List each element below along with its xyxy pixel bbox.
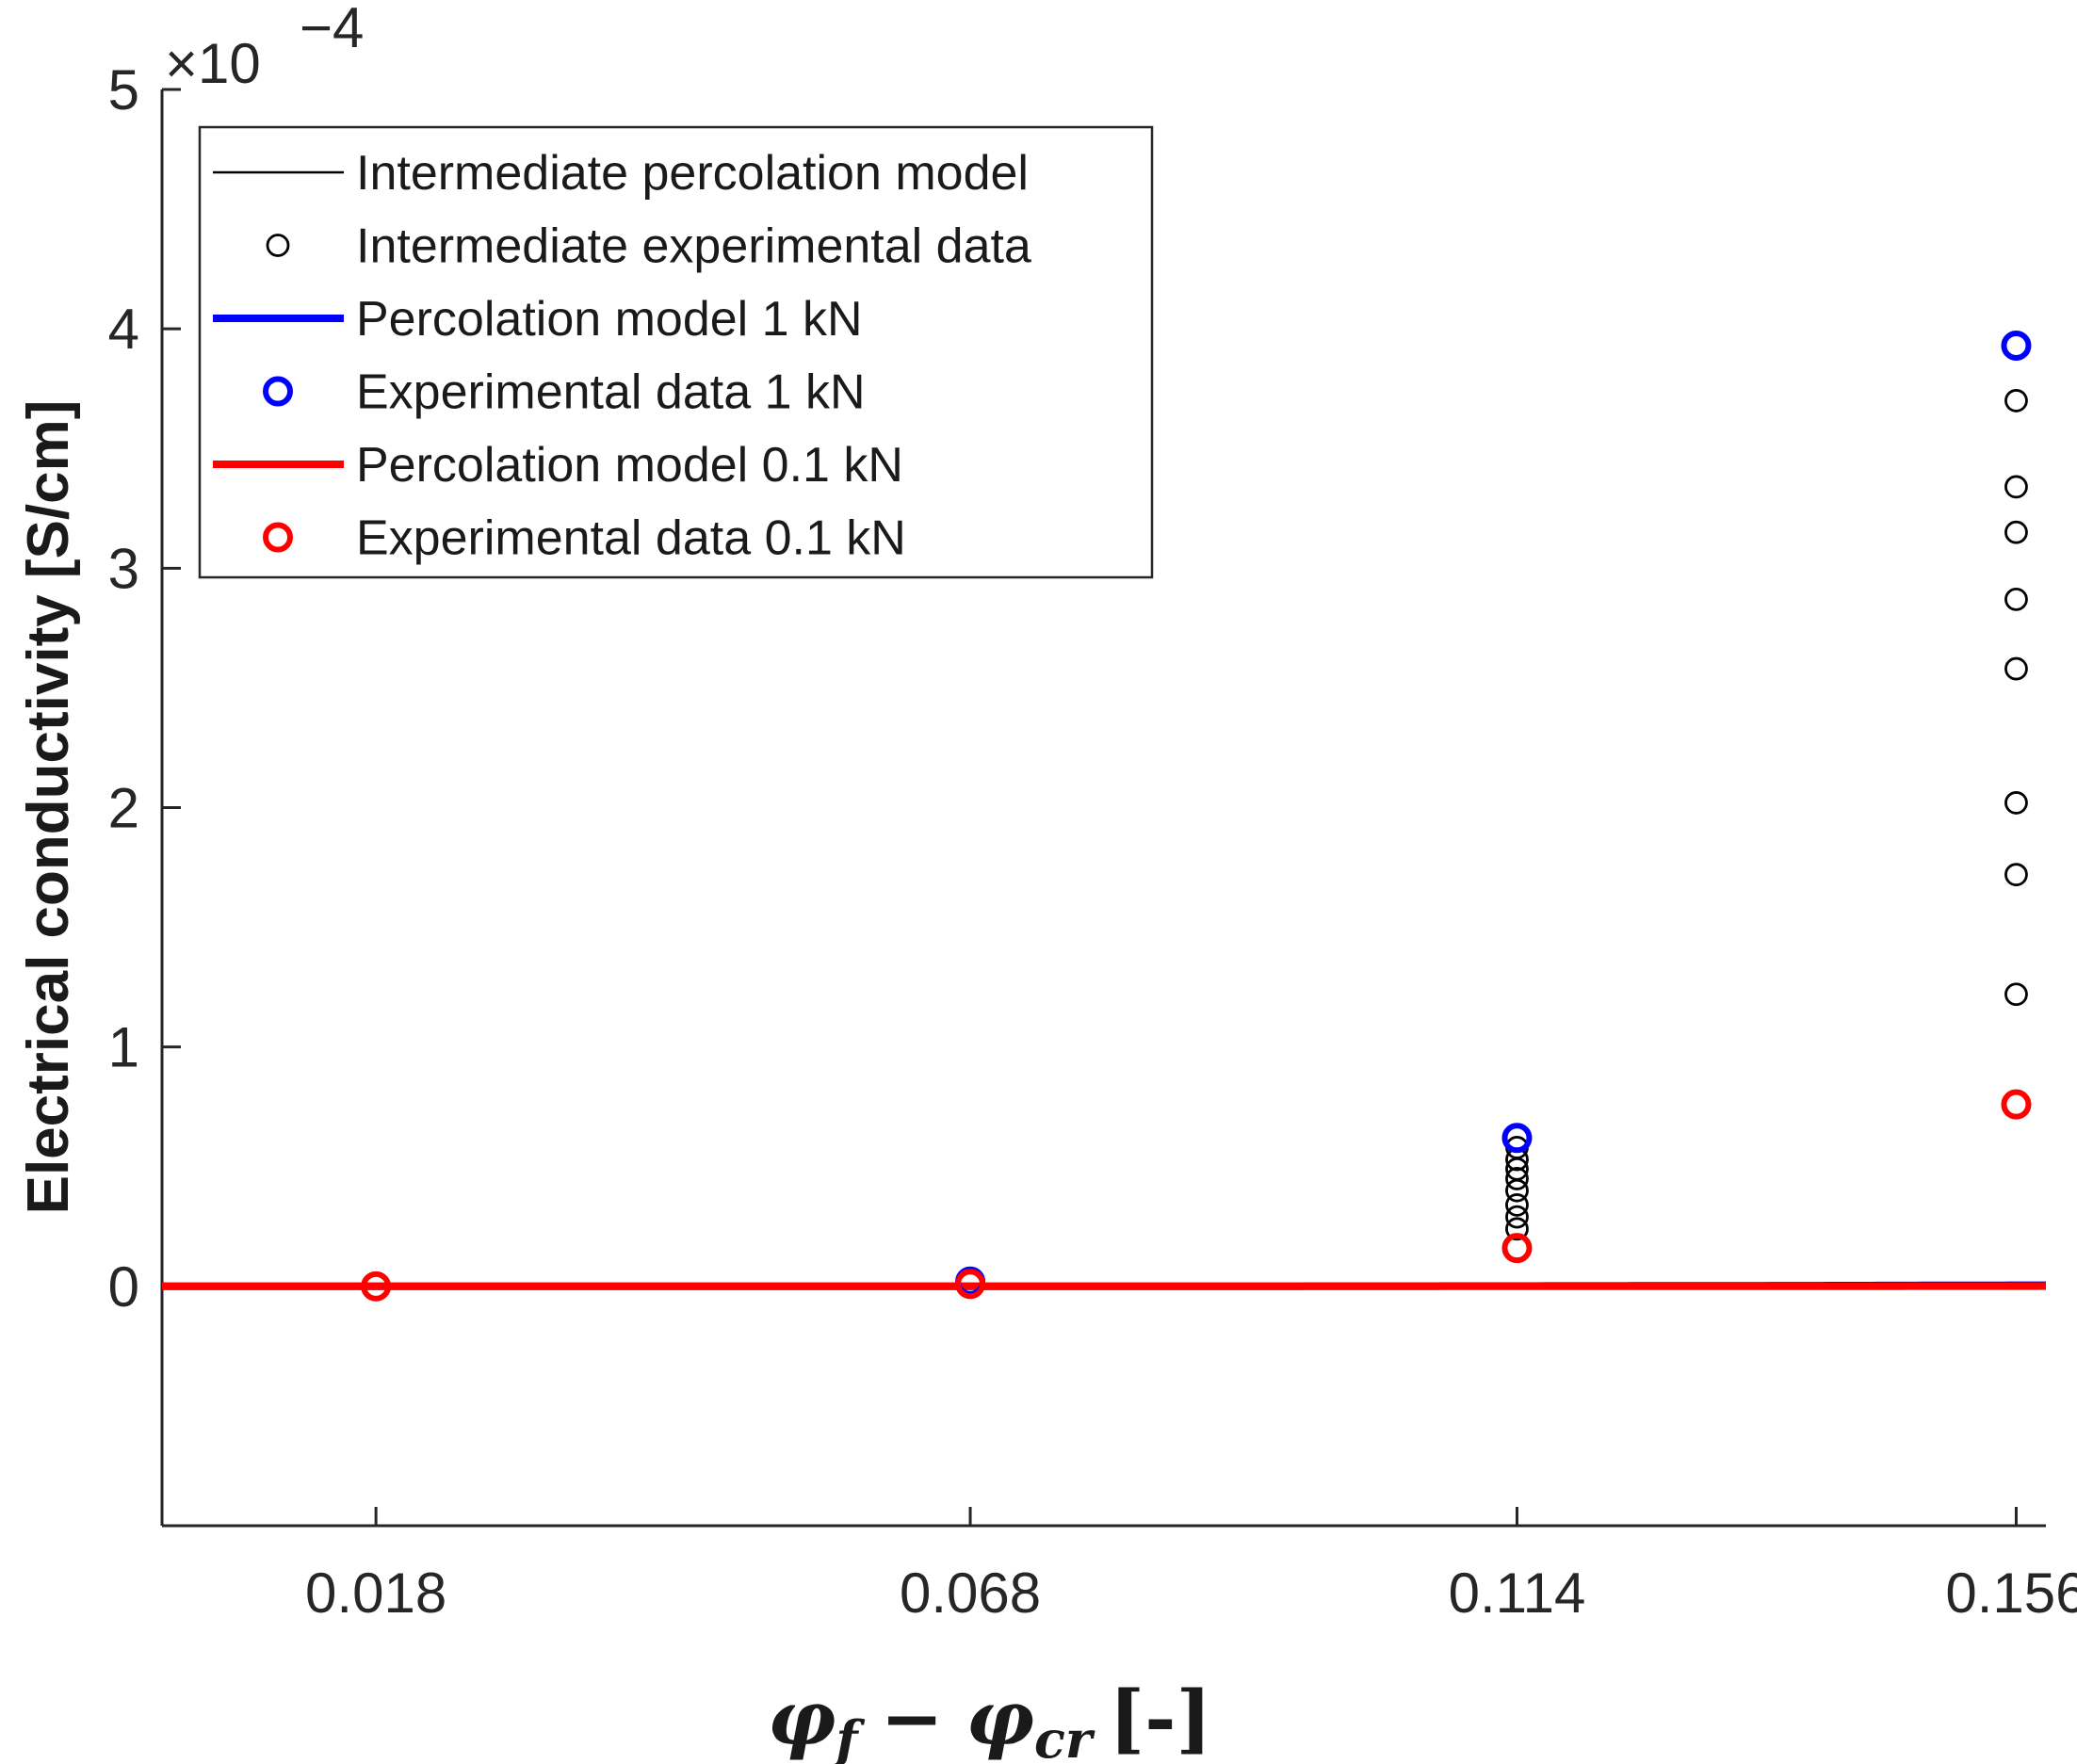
y-tick-label: 0 xyxy=(108,1255,139,1319)
legend-label: Intermediate percolation model xyxy=(356,146,1029,201)
legend-marker-swatch xyxy=(266,234,290,257)
intermediate-experimental-point xyxy=(2004,389,2028,413)
x-tick-label: 0.156 xyxy=(1945,1562,2077,1625)
x-tick-label: 0.068 xyxy=(900,1562,1041,1625)
legend-marker-swatch xyxy=(263,376,293,407)
curves xyxy=(162,1281,2046,1290)
intermediate-experimental-point xyxy=(1505,1178,1529,1203)
intermediate-experimental-point xyxy=(1505,1205,1529,1229)
experimental-point xyxy=(1501,1233,1533,1264)
x-label-phi-1: φ xyxy=(768,1674,836,1762)
legend-box xyxy=(198,125,1154,579)
x-axis-title: φf − φcr [-] xyxy=(768,1674,1211,1764)
legend-label: Experimental data 1 kN xyxy=(356,365,866,420)
x-tick-label: 0.114 xyxy=(1449,1562,1586,1625)
y-exponent-base: ×10 xyxy=(165,32,261,95)
legend-label: Percolation model 0.1 kN xyxy=(356,438,903,493)
y-tick-label: 4 xyxy=(108,298,139,361)
y-exponent-power: −4 xyxy=(300,0,364,59)
intermediate-experimental-point xyxy=(2004,656,2028,681)
x-label-phi-2: φ xyxy=(966,1674,1034,1762)
intermediate-experimental-point xyxy=(2004,520,2028,544)
intermediate-experimental-point xyxy=(2004,863,2028,887)
intermediate-experimental-point xyxy=(2004,587,2028,611)
x-label-sub-f: f xyxy=(832,1709,865,1764)
y-tick-label: 1 xyxy=(108,1016,139,1079)
intermediate-experimental-point xyxy=(1505,1217,1529,1241)
y-tick-label: 3 xyxy=(108,537,139,600)
experimental-point xyxy=(361,1270,392,1302)
legend-label: Experimental data 0.1 kN xyxy=(356,511,906,566)
legend-label: Intermediate experimental data xyxy=(356,219,1031,274)
experimental-point xyxy=(1501,1123,1533,1154)
experimental-point xyxy=(2001,330,2032,361)
y-tick-label: 5 xyxy=(108,58,139,121)
intermediate-experimental-point xyxy=(2004,475,2028,499)
intermediate-experimental-point xyxy=(2004,791,2028,815)
intermediate-experimental-point xyxy=(2004,982,2028,1007)
legend-label: Percolation model 1 kN xyxy=(356,292,863,347)
x-label-minus: − xyxy=(881,1674,944,1762)
experimental-point xyxy=(2001,1089,2032,1120)
x-tick-label: 0.018 xyxy=(305,1562,446,1625)
y-tick-label: 2 xyxy=(108,777,139,840)
x-ticks: 0.018 0.068 0.114 0.156 xyxy=(305,1507,2077,1625)
y-ticks: 0 1 2 3 4 5 xyxy=(108,58,181,1319)
experimental-point xyxy=(955,1269,986,1300)
legend-marker-swatch xyxy=(263,522,293,553)
intermediate-experimental-point xyxy=(1505,1167,1529,1190)
x-label-sub-cr: cr xyxy=(1034,1709,1095,1764)
x-label-unit: [-] xyxy=(1109,1674,1211,1762)
markers xyxy=(361,330,2032,1302)
intermediate-experimental-point xyxy=(1505,1193,1529,1217)
legend: Intermediate percolation model Intermedia… xyxy=(198,125,1154,579)
y-axis-title: Electrical conductivity [S/cm] xyxy=(16,400,81,1215)
